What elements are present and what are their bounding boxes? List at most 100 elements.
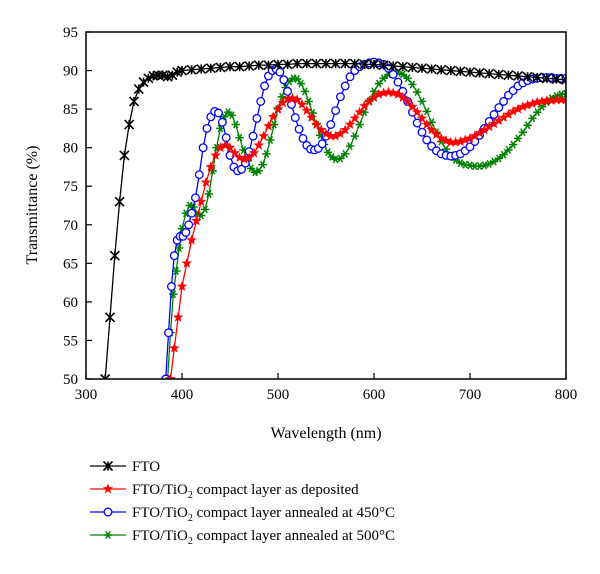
data-point [165, 373, 176, 379]
data-point [320, 128, 332, 139]
data-point [294, 124, 304, 134]
data-point [411, 106, 423, 117]
data-point [172, 311, 184, 322]
data-point [176, 65, 188, 76]
series-layer [100, 57, 566, 379]
data-point [301, 105, 313, 116]
data-point [221, 133, 231, 143]
data-point [215, 62, 226, 73]
data-point [246, 164, 256, 173]
data-point [509, 140, 518, 149]
data-point [344, 118, 356, 130]
y-tick-label: 70 [63, 218, 78, 234]
data-point [260, 81, 270, 91]
data-point [359, 59, 370, 70]
data-point [301, 58, 312, 69]
data-point [235, 133, 244, 142]
data-point [191, 215, 202, 226]
data-point [355, 120, 364, 129]
legend-item: FTO/TiO2 compact layer as deposited [90, 482, 359, 501]
data-point [407, 101, 418, 112]
data-point [323, 148, 333, 157]
data-point [128, 96, 140, 107]
data-point [267, 111, 279, 122]
data-point [195, 196, 207, 207]
data-point [475, 162, 484, 171]
data-point [254, 166, 263, 175]
data-point [417, 127, 427, 137]
data-point [298, 133, 308, 143]
series-1 [165, 86, 566, 379]
data-point [422, 135, 432, 145]
data-point [417, 97, 427, 106]
data-point [397, 61, 408, 72]
data-point [304, 97, 313, 106]
data-point [533, 108, 542, 117]
data-point [440, 135, 452, 146]
data-point [224, 142, 236, 153]
data-point [350, 132, 359, 141]
data-point [169, 251, 179, 261]
y-tick-label: 55 [63, 333, 78, 349]
data-point [413, 88, 422, 97]
data-point [279, 75, 289, 85]
data-point [200, 176, 212, 187]
data-point [388, 60, 399, 71]
data-point [248, 131, 258, 141]
y-axis-title: Transmittance (%) [24, 146, 41, 265]
data-point [102, 460, 114, 472]
data-point [293, 75, 302, 84]
legend-label: FTO/TiO2 compact layer annealed at 500°C [132, 528, 395, 547]
data-point [166, 282, 176, 291]
data-point [109, 250, 120, 261]
data-point [282, 59, 293, 70]
data-point [393, 77, 403, 87]
data-point [330, 58, 341, 69]
data-point [227, 111, 237, 120]
data-point [403, 74, 412, 83]
data-point [103, 530, 113, 540]
data-point [523, 121, 532, 130]
data-point [392, 88, 404, 99]
data-point [292, 58, 303, 69]
data-point [253, 60, 264, 71]
data-point [541, 73, 552, 84]
y-tick-label: 95 [63, 25, 78, 41]
data-point [456, 159, 465, 168]
data-point [522, 71, 533, 82]
legend-item: FTO/TiO2 compact layer annealed at 500°C [90, 528, 395, 547]
data-point [336, 154, 345, 163]
data-point [214, 108, 223, 118]
data-point [164, 328, 174, 338]
data-point [186, 64, 197, 75]
data-point [499, 96, 509, 106]
data-point [551, 73, 562, 85]
data-point [196, 63, 207, 75]
data-point [340, 58, 351, 69]
data-point [181, 257, 193, 268]
data-point [258, 130, 269, 141]
data-point [266, 135, 275, 144]
data-point [272, 59, 284, 70]
data-point [431, 128, 442, 140]
data-point [426, 63, 437, 75]
data-point [194, 170, 204, 180]
x-tick-label: 700 [459, 387, 482, 403]
y-tick-label: 85 [63, 102, 78, 118]
data-point [512, 70, 524, 82]
data-point [465, 142, 475, 152]
data-point [461, 160, 470, 169]
data-point [532, 72, 543, 83]
data-point [234, 152, 245, 163]
legend-item: FTO/TiO2 compact layer annealed at 450°C [90, 505, 395, 524]
data-point [560, 74, 566, 85]
y-axis-ticks: 50 55 60 65 70 75 80 85 90 95 [63, 25, 92, 388]
data-point [528, 114, 537, 123]
data-point [412, 118, 422, 128]
data-point [354, 106, 365, 117]
data-point [513, 134, 523, 143]
data-point [229, 147, 241, 158]
data-point [290, 113, 300, 123]
data-point [248, 147, 260, 158]
legend: FTO FTO/TiO2 compact layer as deposited FT… [90, 459, 395, 547]
